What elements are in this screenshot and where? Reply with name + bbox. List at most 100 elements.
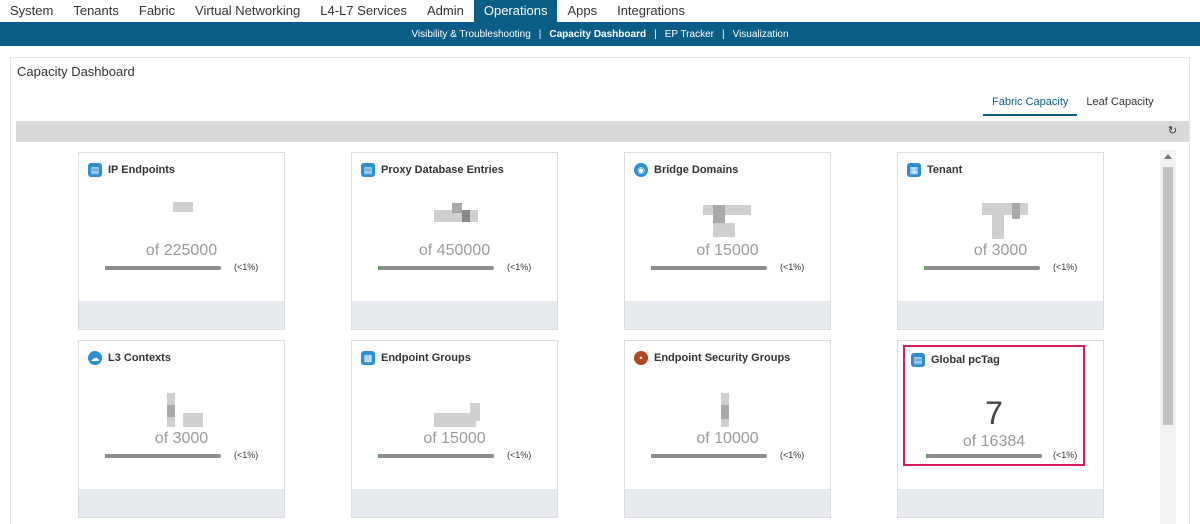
card-ip-endpoints[interactable]: ▤ IP Endpoints of 225000 (<1%) <box>78 152 285 330</box>
usage-percent: (<1%) <box>780 262 805 272</box>
page-title: Capacity Dashboard <box>17 64 135 79</box>
usage-bar-fill <box>651 266 652 270</box>
building-icon: ▦ <box>907 163 921 177</box>
card-header: ▤ IP Endpoints <box>88 163 175 177</box>
card-bridge-domains[interactable]: ◉ Bridge Domains of 15000 (<1%) <box>624 152 831 330</box>
document-icon: ▤ <box>911 353 925 367</box>
tab-l4-l7-services[interactable]: L4-L7 Services <box>320 3 407 18</box>
top-nav: System Tenants Fabric Virtual Networking… <box>0 0 1200 22</box>
redacted-value <box>713 223 735 237</box>
subnav-capacity-dashboard[interactable]: Capacity Dashboard <box>549 28 647 40</box>
card-header: ☁ L3 Contexts <box>88 351 171 365</box>
card-title: Global pcTag <box>931 354 1000 366</box>
card-capacity: of 16384 <box>962 433 1026 450</box>
card-header: • Endpoint Security Groups <box>634 351 790 365</box>
redacted-value <box>173 202 193 212</box>
redacted-value <box>982 203 1028 215</box>
tab-tenants[interactable]: Tenants <box>73 3 119 18</box>
usage-bar-fill <box>378 266 379 270</box>
redacted-value <box>470 403 480 421</box>
card-capacity: of 15000 <box>423 430 486 447</box>
tab-operations[interactable]: Operations <box>473 0 558 22</box>
card-title: Tenant <box>927 164 963 176</box>
tab-integrations[interactable]: Integrations <box>617 3 686 18</box>
card-footer <box>79 489 284 517</box>
usage-bar <box>651 454 767 458</box>
toolbar: ↻ <box>16 121 1189 142</box>
card-header: ◉ Bridge Domains <box>634 163 738 177</box>
subnav-separator: | <box>538 28 542 40</box>
card-global-pctag[interactable]: ▤ Global pcTag 7 of 16384 (<1%) <box>903 345 1085 466</box>
esg-icon: • <box>634 351 648 365</box>
card-capacity: of 450000 <box>418 242 491 259</box>
usage-percent: (<1%) <box>507 262 532 272</box>
refresh-icon[interactable]: ↻ <box>1167 125 1178 137</box>
redacted-value <box>183 413 203 427</box>
scrollbar-thumb[interactable] <box>1163 167 1173 425</box>
card-capacity: of 10000 <box>696 430 759 447</box>
usage-bar-fill <box>651 454 652 458</box>
card-footer <box>79 301 284 329</box>
usage-bar <box>105 266 221 270</box>
usage-percent: (<1%) <box>507 450 532 460</box>
tab-fabric[interactable]: Fabric <box>138 3 176 18</box>
card-title: Endpoint Security Groups <box>654 352 791 364</box>
redacted-value <box>713 205 725 223</box>
document-icon: ▤ <box>361 163 375 177</box>
scroll-up-arrow-icon[interactable] <box>1164 154 1172 159</box>
card-title: L3 Contexts <box>108 352 171 364</box>
redacted-value <box>992 215 1004 239</box>
tab-leaf-capacity[interactable]: Leaf Capacity <box>1086 96 1154 108</box>
redacted-value <box>1012 203 1020 219</box>
redacted-value <box>167 405 175 417</box>
tab-system[interactable]: System <box>10 3 54 18</box>
subnav-visualization[interactable]: Visualization <box>732 28 789 40</box>
redacted-value <box>721 405 729 419</box>
usage-bar <box>378 454 494 458</box>
usage-percent: (<1%) <box>780 450 805 460</box>
usage-bar <box>105 454 221 458</box>
bridge-domain-icon: ◉ <box>634 163 648 177</box>
cloud-icon: ☁ <box>88 351 102 365</box>
redacted-value <box>703 205 751 215</box>
usage-bar-fill <box>105 266 106 270</box>
card-capacity: of 225000 <box>145 242 218 259</box>
usage-bar <box>926 454 1042 458</box>
redacted-value <box>462 210 470 222</box>
card-value: 7 <box>985 395 1003 431</box>
vertical-scrollbar[interactable] <box>1160 150 1176 524</box>
tab-apps[interactable]: Apps <box>567 3 598 18</box>
tab-fabric-capacity[interactable]: Fabric Capacity <box>983 94 1078 116</box>
card-endpoint-security-groups[interactable]: • Endpoint Security Groups of 10000 (<1%… <box>624 340 831 518</box>
card-footer <box>352 301 557 329</box>
card-capacity: of 15000 <box>696 242 759 259</box>
card-capacity: of 3000 <box>154 430 209 447</box>
usage-bar-fill <box>378 454 379 458</box>
card-tenant[interactable]: ▦ Tenant of 3000 (<1%) <box>897 152 1104 330</box>
card-l3-contexts[interactable]: ☁ L3 Contexts of 3000 (<1%) <box>78 340 285 518</box>
usage-bar-fill <box>924 266 925 270</box>
card-header: ▩ Endpoint Groups <box>361 351 471 365</box>
card-title: IP Endpoints <box>108 164 176 176</box>
card-footer <box>625 301 830 329</box>
card-endpoint-groups[interactable]: ▩ Endpoint Groups of 15000 (<1%) <box>351 340 558 518</box>
card-title: Bridge Domains <box>654 164 739 176</box>
card-capacity: of 3000 <box>973 242 1028 259</box>
usage-percent: (<1%) <box>234 262 259 272</box>
card-header: ▤ Global pcTag <box>911 353 1000 367</box>
card-title: Proxy Database Entries <box>381 164 504 176</box>
card-footer <box>898 301 1103 329</box>
card-footer <box>898 489 1103 517</box>
card-footer <box>625 489 830 517</box>
tab-admin[interactable]: Admin <box>427 3 464 18</box>
subnav-visibility-troubleshooting[interactable]: Visibility & Troubleshooting <box>411 28 531 40</box>
card-header: ▦ Tenant <box>907 163 962 177</box>
card-proxy-database-entries[interactable]: ▤ Proxy Database Entries of 450000 (<1%) <box>351 152 558 330</box>
usage-bar <box>378 266 494 270</box>
view-tabs: Fabric Capacity Leaf Capacity <box>983 94 1163 116</box>
subnav-ep-tracker[interactable]: EP Tracker <box>664 28 714 40</box>
usage-percent: (<1%) <box>1053 450 1078 460</box>
card-header: ▤ Proxy Database Entries <box>361 163 504 177</box>
tab-virtual-networking[interactable]: Virtual Networking <box>195 3 301 18</box>
sub-nav: Visibility & Troubleshooting | Capacity … <box>0 22 1200 46</box>
